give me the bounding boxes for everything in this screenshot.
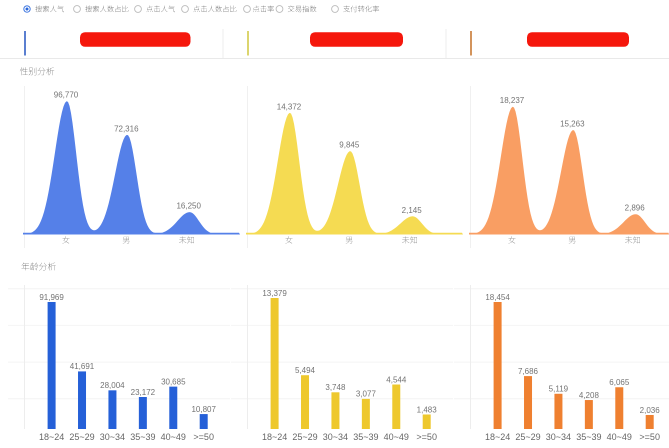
svg-text:15,263: 15,263 — [560, 120, 585, 129]
svg-text:18~24: 18~24 — [39, 432, 64, 442]
svg-text:13,379: 13,379 — [262, 289, 287, 298]
svg-text:41,691: 41,691 — [70, 362, 95, 371]
svg-text:40~49: 40~49 — [607, 432, 632, 442]
svg-text:4,208: 4,208 — [579, 391, 600, 400]
svg-text:96,770: 96,770 — [54, 91, 79, 100]
svg-text:18~24: 18~24 — [262, 432, 287, 442]
svg-text:91,969: 91,969 — [39, 293, 64, 302]
svg-text:2,896: 2,896 — [625, 204, 646, 213]
svg-text:5,494: 5,494 — [295, 366, 316, 375]
svg-text:16,250: 16,250 — [176, 202, 201, 211]
svg-text:40~49: 40~49 — [161, 432, 186, 442]
svg-text:>=50: >=50 — [639, 432, 660, 442]
svg-text:5,119: 5,119 — [549, 385, 569, 394]
svg-text:9,845: 9,845 — [339, 141, 360, 150]
svg-text:3,748: 3,748 — [325, 383, 346, 392]
svg-text:18,237: 18,237 — [500, 96, 525, 105]
svg-text:25~29: 25~29 — [515, 432, 540, 442]
svg-text:72,316: 72,316 — [114, 124, 139, 133]
svg-text:25~29: 25~29 — [69, 432, 94, 442]
svg-text:35~39: 35~39 — [576, 432, 601, 442]
svg-text:30~34: 30~34 — [100, 432, 125, 442]
svg-text:18~24: 18~24 — [485, 432, 510, 442]
svg-text:18,454: 18,454 — [485, 293, 510, 302]
svg-text:23,172: 23,172 — [131, 388, 156, 397]
svg-text:40~49: 40~49 — [384, 432, 409, 442]
svg-text:30~34: 30~34 — [323, 432, 348, 442]
svg-text:30,685: 30,685 — [161, 377, 186, 386]
svg-text:35~39: 35~39 — [353, 432, 378, 442]
svg-text:6,065: 6,065 — [609, 378, 630, 387]
svg-text:25~29: 25~29 — [292, 432, 317, 442]
svg-text:35~39: 35~39 — [130, 432, 155, 442]
svg-text:>=50: >=50 — [416, 432, 437, 442]
svg-text:30~34: 30~34 — [546, 432, 571, 442]
svg-text:28,004: 28,004 — [100, 381, 125, 390]
svg-text:3,077: 3,077 — [356, 390, 377, 399]
svg-text:10,807: 10,807 — [191, 405, 216, 414]
svg-text:2,036: 2,036 — [640, 406, 661, 415]
svg-text:14,372: 14,372 — [277, 102, 302, 111]
svg-text:7,686: 7,686 — [518, 367, 539, 376]
svg-text:2,145: 2,145 — [402, 206, 423, 215]
svg-text:>=50: >=50 — [193, 432, 214, 442]
svg-text:4,544: 4,544 — [386, 375, 407, 384]
svg-text:1,483: 1,483 — [417, 405, 438, 414]
